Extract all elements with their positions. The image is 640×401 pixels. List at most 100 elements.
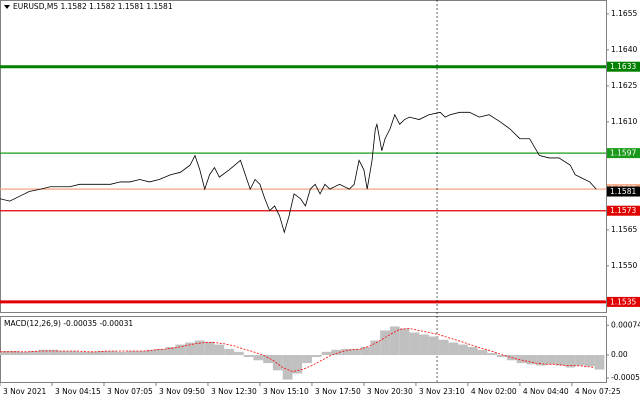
x-tick-label: 4 Nov 02:00 xyxy=(471,387,517,396)
macd-bar xyxy=(321,351,332,356)
macd-bar xyxy=(360,346,371,356)
level-label-box xyxy=(607,148,640,159)
x-tick-label: 3 Nov 07:05 xyxy=(107,387,153,396)
macd-bar xyxy=(175,344,186,356)
macd-bar xyxy=(526,355,537,365)
macd-bar xyxy=(497,355,507,358)
macd-bar xyxy=(487,353,498,356)
macd-bar xyxy=(311,355,322,358)
x-tick-label: 3 Nov 15:10 xyxy=(263,387,309,396)
macd-bar xyxy=(467,346,478,356)
macd-bar xyxy=(77,351,88,356)
macd-bar xyxy=(594,355,605,370)
x-tick-label: 3 Nov 17:50 xyxy=(315,387,361,396)
y-tick-label: -0.00057 xyxy=(611,373,640,382)
macd-bar xyxy=(126,351,137,356)
macd-bar xyxy=(38,349,49,356)
macd-bar xyxy=(136,351,147,356)
macd-bar xyxy=(155,349,166,356)
macd-bar xyxy=(263,355,273,364)
main-frame xyxy=(0,0,607,313)
macd-bar xyxy=(204,341,215,356)
macd-bar xyxy=(419,334,429,356)
x-tick-label: 3 Nov 09:50 xyxy=(159,387,205,396)
macd-bar xyxy=(29,351,39,356)
macd-bar xyxy=(19,351,30,356)
x-tick-label: 3 Nov 20:30 xyxy=(367,387,413,396)
macd-bar xyxy=(477,349,488,356)
y-tick-label: 1.1655 xyxy=(611,9,637,18)
macd-bar xyxy=(350,349,361,356)
macd-bar xyxy=(116,351,127,356)
level-label: 1.1535 xyxy=(610,297,636,306)
macd-bar xyxy=(380,330,390,356)
x-tick-label: 3 Nov 23:10 xyxy=(419,387,465,396)
level-label: 1.1573 xyxy=(610,206,636,215)
level-label-box xyxy=(607,205,640,216)
x-tick-label: 4 Nov 07:25 xyxy=(575,387,621,396)
macd-bar xyxy=(458,344,468,356)
macd-bar xyxy=(48,349,59,356)
macd-bar xyxy=(58,351,69,356)
macd-title: MACD(12,26,9) -0.00035 -0.00031 xyxy=(4,319,133,328)
macd-bar xyxy=(370,340,381,356)
macd-bar xyxy=(214,344,225,356)
macd-bar xyxy=(584,355,595,367)
chart-title: EURUSD,M5 1.1582 1.1582 1.1581 1.1581 xyxy=(13,2,173,11)
macd-bar xyxy=(331,349,342,356)
price-label: 1.1581 xyxy=(610,187,636,196)
macd-bar xyxy=(428,336,439,356)
level-label-box xyxy=(607,61,640,72)
macd-frame xyxy=(0,316,607,383)
y-tick-label: 1.1610 xyxy=(611,117,637,126)
x-tick-label: 3 Nov 12:30 xyxy=(211,387,257,396)
macd-bar xyxy=(185,342,195,356)
macd-bar xyxy=(545,355,556,365)
level-label: 1.1597 xyxy=(610,149,636,158)
macd-bar xyxy=(409,332,420,356)
macd-bar xyxy=(9,351,20,356)
macd-bar xyxy=(389,326,400,356)
signal-line xyxy=(0,328,595,372)
macd-bar xyxy=(272,355,283,371)
macd-bar xyxy=(399,328,410,356)
x-tick-label: 4 Nov 04:40 xyxy=(523,387,569,396)
level-label: 1.1633 xyxy=(610,62,636,71)
y-tick-label: 1.1565 xyxy=(611,225,637,234)
macd-bar xyxy=(0,351,10,356)
macd-bar xyxy=(282,355,293,380)
y-tick-label: 0.00 xyxy=(611,350,628,359)
price-label-box xyxy=(607,186,640,197)
macd-bar xyxy=(97,351,108,356)
y-tick-label: 1.1550 xyxy=(611,261,637,270)
macd-bar xyxy=(146,349,156,356)
x-tick-label: 3 Nov 2021 xyxy=(3,387,46,396)
macd-bar xyxy=(68,351,78,356)
macd-bar xyxy=(165,346,176,356)
macd-bar xyxy=(233,351,244,356)
macd-bar xyxy=(536,355,546,366)
macd-bar xyxy=(438,339,449,356)
macd-bar xyxy=(575,355,585,366)
y-tick-label: 1.1625 xyxy=(611,81,637,90)
symbol-icon xyxy=(4,5,10,9)
macd-bar xyxy=(194,340,205,356)
macd-bar xyxy=(516,355,527,364)
level-label-box xyxy=(607,296,640,307)
y-tick-label: 1.1640 xyxy=(611,45,637,54)
x-tick-label: 3 Nov 04:15 xyxy=(55,387,101,396)
macd-bar xyxy=(87,351,98,356)
macd-bar xyxy=(302,355,312,364)
macd-bar xyxy=(565,355,576,368)
macd-bar xyxy=(243,355,254,358)
macd-bar xyxy=(555,355,566,366)
macd-bar xyxy=(448,342,459,356)
macd-bar xyxy=(107,351,117,356)
price-line xyxy=(0,111,597,234)
macd-bar xyxy=(292,355,303,374)
macd-bar xyxy=(224,349,234,356)
macd-bar xyxy=(253,355,264,361)
macd-bar xyxy=(341,349,351,356)
